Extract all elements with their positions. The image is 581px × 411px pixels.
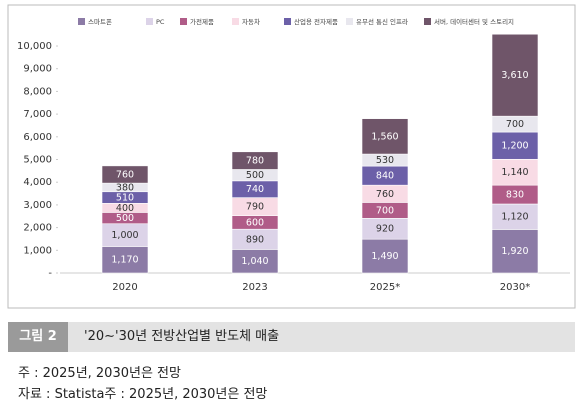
legend-swatch <box>232 18 239 25</box>
y-tick-label: 3,000 <box>23 200 52 211</box>
data-label: 1,140 <box>501 167 528 178</box>
bar-segment <box>491 131 539 160</box>
legend-label: 자동차 <box>242 17 260 26</box>
legend-label: 가전제품 <box>190 17 214 26</box>
bar-segment <box>491 158 539 186</box>
chart-frame <box>7 4 576 309</box>
data-label: 1,000 <box>111 230 138 241</box>
data-label: 1,490 <box>371 251 398 262</box>
data-label: 500 <box>116 213 134 224</box>
data-label: 600 <box>246 217 264 228</box>
bar-segment <box>491 203 539 230</box>
y-tick-label: 7,000 <box>23 109 52 120</box>
data-label: 700 <box>376 205 394 216</box>
data-label: 400 <box>116 203 134 214</box>
legend-swatch <box>180 18 187 25</box>
data-label: 760 <box>116 169 134 180</box>
data-label: 1,040 <box>241 256 268 267</box>
data-label: 840 <box>376 171 394 182</box>
data-label: 830 <box>506 190 524 201</box>
bar-segment <box>361 238 409 274</box>
data-label: 700 <box>506 119 524 130</box>
data-label: 890 <box>246 234 264 245</box>
legend-label: PC <box>156 18 165 26</box>
data-label: 530 <box>376 155 394 166</box>
figure-caption: 그림 2 '20∼'30년 전방산업별 반도체 매출 <box>8 322 575 352</box>
data-label: 1,170 <box>111 255 138 266</box>
y-tick-label: 9,000 <box>23 64 52 75</box>
x-tick-label: 2020 <box>112 282 137 293</box>
data-label: 1,560 <box>371 131 398 142</box>
legend-swatch <box>346 18 353 25</box>
chart: - 1,000 2,000 3,000 4,000 5,000 6,000 7,000 8,00… <box>7 4 576 309</box>
bar-segment <box>361 118 409 155</box>
y-tick-label: 6,000 <box>23 132 52 143</box>
figure-label: 그림 2 <box>8 322 68 352</box>
legend-swatch <box>78 18 85 25</box>
data-label: 510 <box>116 193 134 204</box>
legend-label: 서버, 데이터센터 및 스토리지 <box>434 17 514 26</box>
figure-title: '20∼'30년 전방산업별 반도체 매출 <box>84 329 280 344</box>
data-label: 740 <box>246 184 264 195</box>
data-label: 500 <box>246 170 264 181</box>
data-label: 790 <box>246 202 264 213</box>
note: 주 : 2025년, 2030년은 전망 <box>18 366 181 381</box>
data-label: 3,610 <box>501 70 528 81</box>
y-tick-label: 1,000 <box>23 245 52 256</box>
data-label: 760 <box>376 189 394 200</box>
y-tick-label: 5,000 <box>23 155 52 166</box>
data-label: 1,200 <box>501 141 528 152</box>
data-label: 380 <box>116 182 134 193</box>
y-tick-label: - <box>48 268 52 279</box>
bar-segment <box>101 165 149 184</box>
legend-swatch <box>424 18 431 25</box>
x-tick-label: 2025* <box>370 282 400 293</box>
legend-swatch <box>284 18 291 25</box>
legend-label: 산업용 전자제품 <box>294 17 338 26</box>
y-tick-label: 8,000 <box>23 86 52 97</box>
x-tick-label: 2023 <box>242 282 267 293</box>
bar-segment <box>101 246 149 274</box>
legend-swatch <box>146 18 153 25</box>
x-tick-label: 2030* <box>500 282 530 293</box>
bar-segment <box>231 151 279 170</box>
data-label: 920 <box>376 224 394 235</box>
legend-label: 유무선 통신 인프라 <box>356 17 408 26</box>
y-tick-label: 10,000 <box>17 41 52 52</box>
data-label: 1,920 <box>501 246 528 257</box>
y-tick-label: 2,000 <box>23 223 52 234</box>
data-label: 1,120 <box>501 212 528 223</box>
bar-segment <box>491 229 539 274</box>
data-label: 780 <box>246 156 264 167</box>
legend-label: 스마트폰 <box>88 17 112 26</box>
y-tick-label: 4,000 <box>23 177 52 188</box>
source: 자료 : Statista주 : 2025년, 2030년은 전망 <box>18 387 268 402</box>
bar-segment <box>491 33 539 117</box>
